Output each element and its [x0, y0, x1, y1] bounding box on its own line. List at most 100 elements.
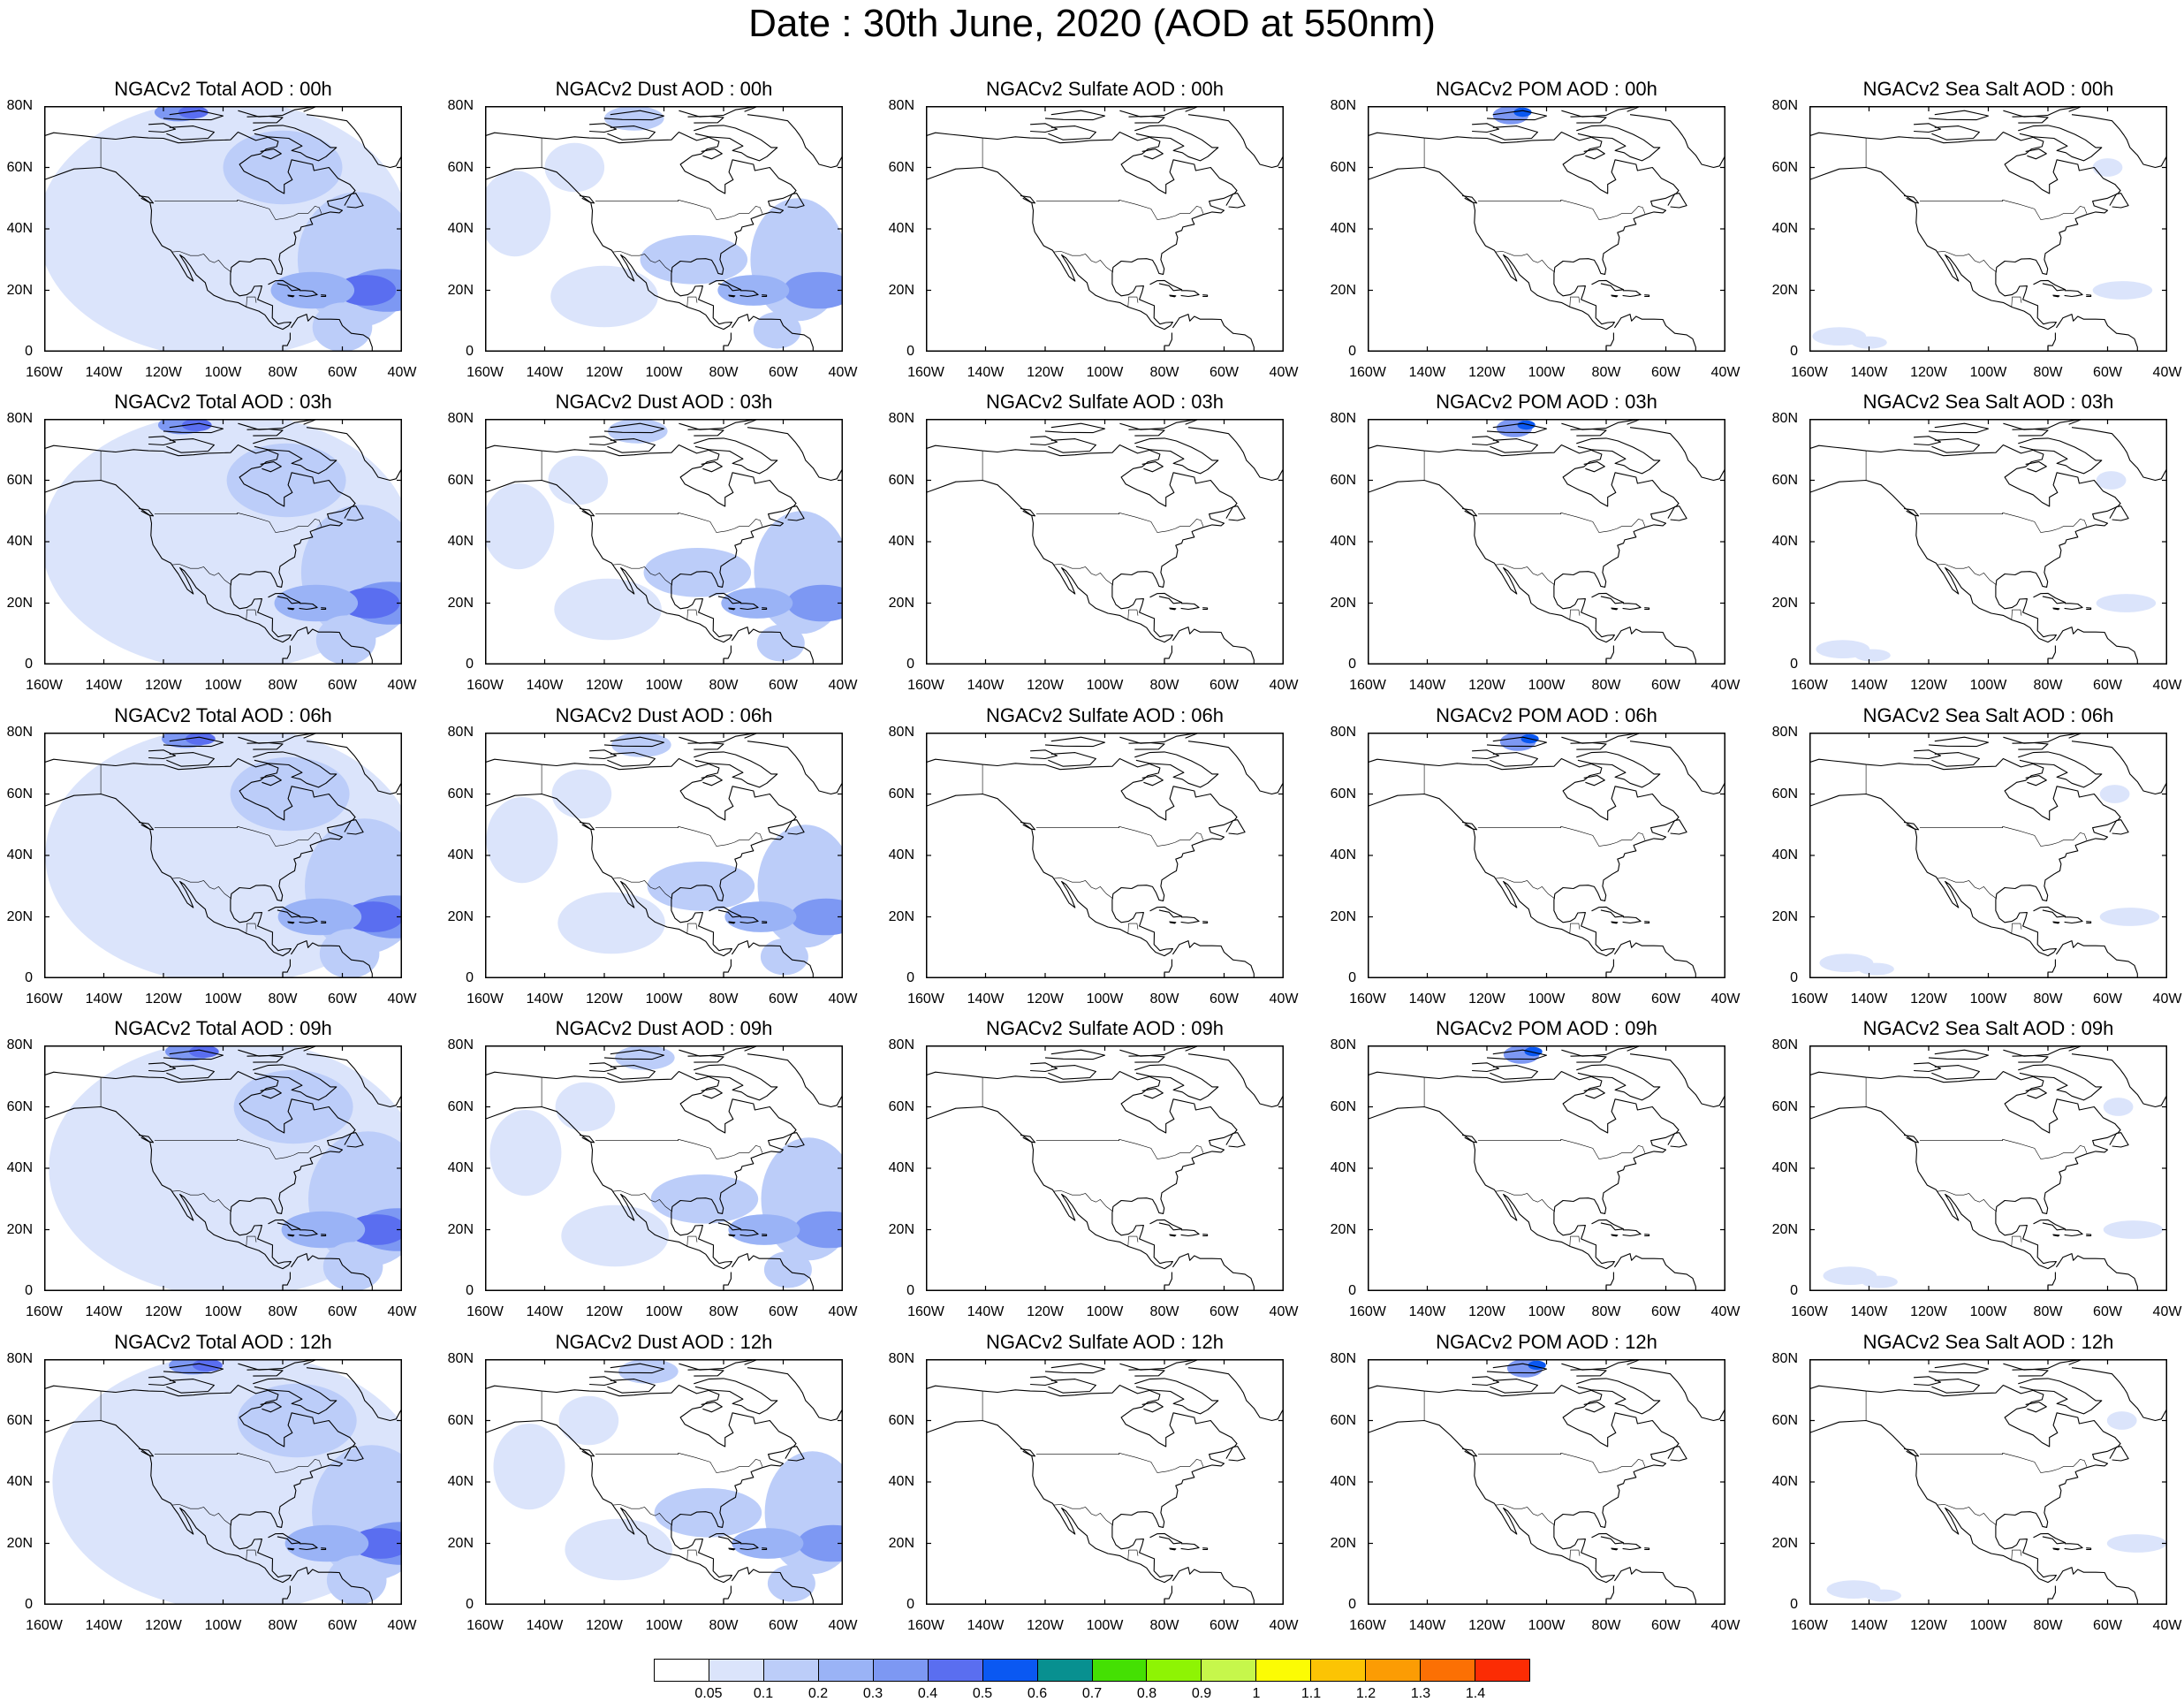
country-border — [1035, 825, 1204, 847]
coastline — [344, 1446, 364, 1462]
x-tick-label: 120W — [1027, 1618, 1064, 1633]
x-tick-label: 60W — [769, 1618, 798, 1633]
coastline — [762, 607, 768, 611]
coastline — [579, 1134, 595, 1144]
country-border — [1937, 878, 1998, 900]
aod-region — [1851, 336, 1887, 349]
y-tick-label: 20N — [1771, 595, 1798, 611]
coastline — [762, 921, 768, 924]
y-tick-label: 0 — [25, 970, 33, 985]
panel-title: NGACv2 Sea Salt AOD : 06h — [1862, 704, 2114, 726]
map-canvas — [1809, 419, 2167, 665]
map-canvas — [44, 733, 402, 978]
coastline — [1576, 1064, 1661, 1101]
coastline — [1164, 1567, 1255, 1605]
y-tick-label: 60N — [1771, 472, 1798, 488]
x-tick-label: 160W — [466, 678, 504, 693]
coastline — [687, 428, 724, 437]
coastline — [138, 1447, 155, 1457]
y-tick-label: 0 — [1790, 657, 1798, 672]
coastline — [1486, 1363, 1548, 1374]
coastline — [1164, 627, 1255, 665]
coastline — [1368, 444, 1680, 643]
y-tick-label: 80N — [888, 1351, 914, 1366]
coastline — [1583, 1402, 1605, 1413]
panel-title: NGACv2 Dust AOD : 12h — [555, 1331, 773, 1353]
aod-region — [1854, 649, 1891, 662]
x-tick-label: 60W — [1651, 365, 1680, 380]
x-tick-label: 140W — [1408, 1618, 1446, 1633]
y-tick-label: 60N — [447, 472, 474, 488]
coastline — [1134, 437, 1219, 475]
coastline — [1149, 1532, 1183, 1545]
x-tick-label: 160W — [466, 1304, 504, 1319]
coastline — [2064, 290, 2083, 298]
coastline — [1202, 921, 1209, 924]
country-border — [1495, 1504, 1556, 1526]
coastline — [1020, 1447, 1036, 1457]
x-tick-label: 60W — [1651, 1618, 1680, 1633]
coastline — [1180, 916, 1200, 924]
coastline — [1627, 733, 1725, 795]
coastline — [701, 461, 723, 473]
x-tick-label: 120W — [1468, 992, 1505, 1007]
country-border — [1053, 251, 1114, 273]
x-tick-label: 80W — [268, 1618, 298, 1633]
y-tick-label: 60N — [1330, 1098, 1356, 1114]
x-tick-label: 100W — [1528, 1304, 1566, 1319]
coastline — [1809, 1384, 2121, 1584]
y-tick-label: 20N — [888, 908, 914, 924]
y-tick-label: 20N — [1330, 1535, 1356, 1551]
colorbar-swatch — [1311, 1660, 1367, 1681]
coastline — [1119, 1045, 1202, 1057]
y-tick-label: 20N — [1330, 595, 1356, 611]
coastline — [1931, 752, 1980, 767]
aod-region — [281, 1211, 366, 1249]
map-frame — [1368, 106, 1725, 352]
country-border — [246, 296, 257, 308]
country-border — [1495, 878, 1556, 900]
coastline — [709, 1532, 742, 1545]
coastline — [607, 1065, 656, 1080]
x-tick-label: 120W — [1468, 1304, 1505, 1319]
country-border — [1053, 878, 1114, 900]
coastline — [287, 921, 295, 924]
x-tick-label: 40W — [2152, 992, 2182, 1007]
x-tick-label: 40W — [387, 992, 417, 1007]
y-tick-label: 60N — [888, 472, 914, 488]
x-tick-label: 160W — [907, 678, 944, 693]
country-border — [1053, 1504, 1114, 1526]
country-border — [154, 1452, 322, 1473]
x-tick-label: 160W — [466, 365, 504, 380]
coastline — [1169, 1547, 1177, 1551]
x-tick-label: 140W — [526, 992, 564, 1007]
map-panel-sulfate-3: NGACv2 Sulfate AOD : 09h 80N 60N 40N 20N 0 160… — [889, 1018, 1299, 1319]
country-border — [1053, 564, 1114, 586]
aod-region — [728, 1214, 800, 1245]
panel-title: NGACv2 POM AOD : 03h — [1436, 391, 1657, 413]
x-tick-label: 80W — [2033, 678, 2063, 693]
coastline — [1164, 940, 1255, 978]
coastline — [1149, 279, 1183, 292]
coastline — [163, 736, 224, 748]
y-tick-label: 0 — [1790, 1597, 1798, 1612]
x-tick-label: 140W — [1850, 678, 1888, 693]
y-tick-label: 60N — [888, 159, 914, 175]
x-tick-label: 160W — [26, 678, 63, 693]
coastline — [1225, 819, 1246, 835]
coastline — [728, 294, 736, 298]
aod-region — [2096, 471, 2127, 490]
x-tick-label: 40W — [828, 678, 858, 693]
coastline — [1583, 461, 1605, 473]
coastline — [2003, 1045, 2086, 1057]
coastline — [1928, 422, 1990, 434]
coastline — [1611, 1547, 1619, 1551]
y-tick-label: 60N — [1330, 1412, 1356, 1428]
x-tick-label: 40W — [1710, 1618, 1740, 1633]
coastline — [762, 1547, 768, 1551]
coastline — [2052, 1547, 2060, 1551]
country-border — [246, 1235, 257, 1247]
x-tick-label: 140W — [526, 1304, 564, 1319]
map-panel-dust-2: NGACv2 Dust AOD : 06h 80N 60N 40N 20N 0 160W 14… — [448, 705, 858, 1007]
y-tick-label: 0 — [466, 344, 474, 359]
